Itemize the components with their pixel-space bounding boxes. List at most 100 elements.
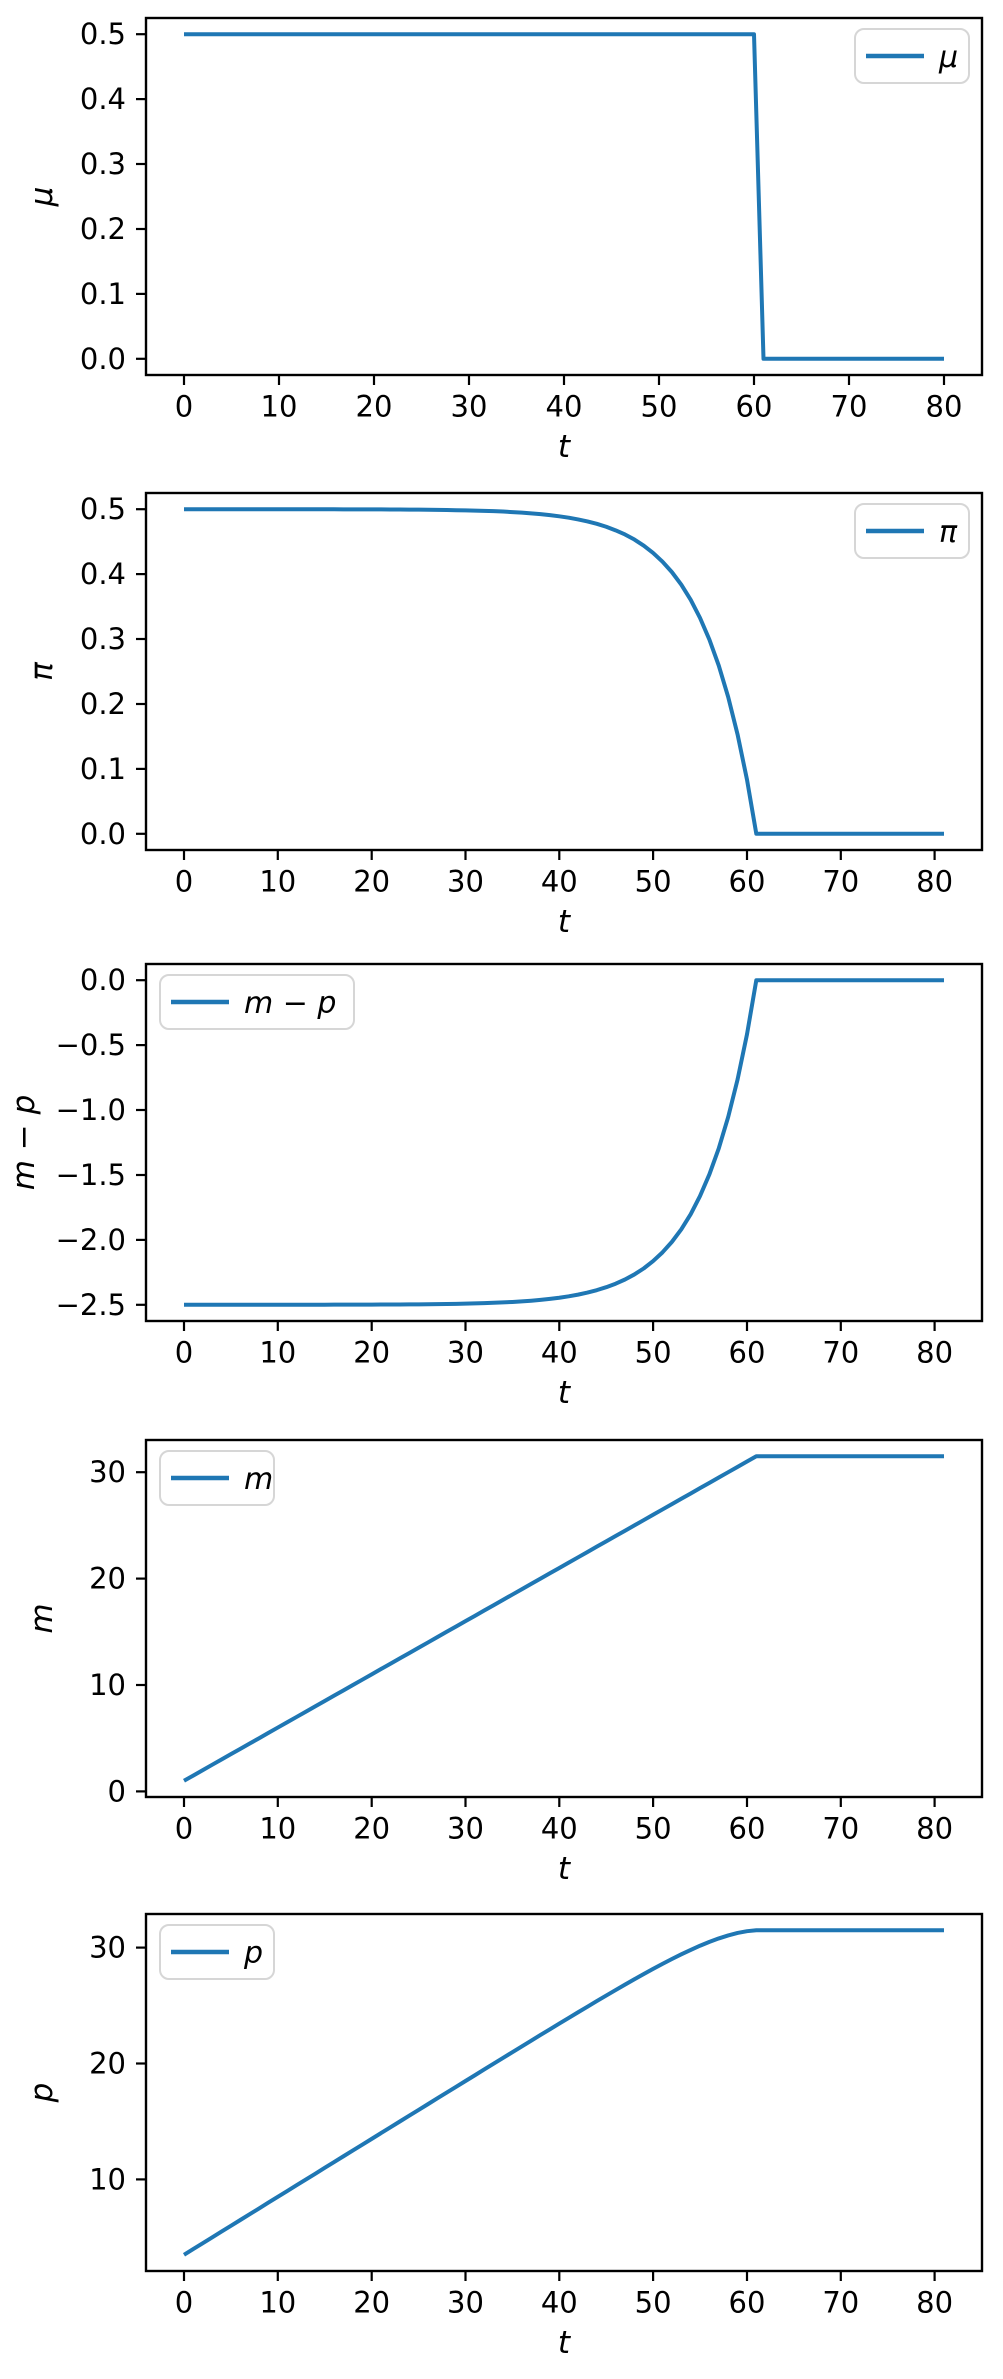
x-tick-label: 70 — [822, 1812, 859, 1846]
legend-label: m — [244, 1462, 273, 1497]
y-tick-label: 0.2 — [80, 687, 126, 721]
legend: μ — [854, 28, 970, 84]
x-axis-label: t — [558, 429, 572, 465]
x-tick-label: 30 — [447, 1336, 484, 1370]
x-tick-label: 60 — [729, 2286, 766, 2320]
x-tick-label: 50 — [635, 2286, 672, 2320]
y-tick-label: −1.0 — [56, 1093, 126, 1127]
x-tick-label: 30 — [447, 865, 484, 899]
x-tick-label: 50 — [635, 1336, 672, 1370]
x-tick-label: 80 — [916, 1336, 953, 1370]
x-tick-label: 30 — [447, 1812, 484, 1846]
y-tick-label: 0 — [108, 1774, 126, 1808]
x-tick-label: 70 — [822, 1336, 859, 1370]
x-tick-label: 60 — [729, 1812, 766, 1846]
x-tick-label: 40 — [541, 865, 578, 899]
y-tick-label: 0.3 — [80, 147, 126, 181]
x-tick-label: 20 — [353, 865, 390, 899]
x-tick-label: 10 — [261, 390, 298, 424]
chart-m_minus_p: 0 10 20 30 40 50 60 70 80 0.0 −0.5 −1.0 −1.5 −2.0 −2.5… — [6, 962, 984, 1411]
y-tick-label: 30 — [89, 1931, 126, 1965]
y-tick-label: −2.0 — [56, 1223, 126, 1257]
x-tick-label: 80 — [916, 865, 953, 899]
legend: m — [159, 1450, 275, 1506]
x-tick-label: 50 — [635, 865, 672, 899]
x-tick-label: 40 — [546, 390, 583, 424]
y-axis-label: μ — [24, 187, 60, 208]
plot-border — [144, 16, 984, 377]
y-tick-label: 20 — [89, 2047, 126, 2081]
y-tick-label: 0.2 — [80, 212, 126, 246]
x-tick-label: 70 — [822, 865, 859, 899]
y-tick-label: 0.1 — [80, 752, 126, 786]
legend-box — [159, 974, 355, 1030]
x-tick-label: 60 — [736, 390, 773, 424]
legend-label: μ — [938, 40, 958, 75]
x-tick-label: 50 — [641, 390, 678, 424]
x-tick-label: 0 — [175, 1812, 193, 1846]
y-tick-label: 0.0 — [80, 342, 126, 376]
x-tick-label: 20 — [353, 2286, 390, 2320]
x-tick-label: 70 — [822, 2286, 859, 2320]
y-axis-label: p — [24, 2083, 60, 2104]
x-tick-label: 20 — [353, 1812, 390, 1846]
x-tick-label: 70 — [831, 390, 868, 424]
x-tick-label: 10 — [259, 865, 296, 899]
legend: π — [854, 503, 970, 559]
x-tick-label: 0 — [175, 390, 193, 424]
y-tick-label: 0.5 — [80, 492, 126, 526]
data-line-p — [182, 1928, 944, 2257]
x-tick-label: 0 — [175, 2286, 193, 2320]
y-tick-label: 0.0 — [80, 817, 126, 851]
x-tick-label: 50 — [635, 1812, 672, 1846]
x-tick-label: 60 — [729, 1336, 766, 1370]
y-axis-label: m − p — [6, 1095, 42, 1191]
data-line-mu — [184, 32, 944, 361]
y-tick-label: 0.1 — [80, 277, 126, 311]
plot-border — [144, 962, 984, 1323]
data-line-m — [183, 1454, 944, 1783]
y-tick-label: 0.3 — [80, 622, 126, 656]
x-axis-label: t — [558, 1375, 572, 1411]
y-axis-label: m — [24, 1603, 60, 1633]
x-axis-label: t — [558, 904, 572, 940]
y-tick-label: −0.5 — [56, 1028, 126, 1062]
y-tick-label: 0.0 — [80, 963, 126, 997]
y-tick-label: −1.5 — [56, 1158, 126, 1192]
y-tick-label: 20 — [89, 1562, 126, 1596]
x-tick-label: 80 — [926, 390, 963, 424]
chart-pi: 0 10 20 30 40 50 60 70 80 0.0 0.1 0.2 0.3 0.4 0.5 t π π — [24, 491, 984, 940]
y-tick-label: 10 — [89, 1668, 126, 1702]
y-tick-label: 0.4 — [80, 557, 126, 591]
y-axis-label: π — [24, 661, 60, 681]
plot-border — [144, 491, 984, 852]
y-tick-label: 0.5 — [80, 17, 126, 51]
x-tick-label: 20 — [353, 1336, 390, 1370]
plot-border — [144, 1912, 984, 2273]
x-tick-label: 40 — [541, 1812, 578, 1846]
x-tick-label: 40 — [541, 1336, 578, 1370]
legend: p — [159, 1924, 275, 1980]
legend-label: p — [243, 1936, 263, 1971]
x-axis-label: t — [558, 2325, 572, 2361]
x-tick-label: 80 — [916, 2286, 953, 2320]
x-tick-label: 10 — [259, 2286, 296, 2320]
data-line-pi — [184, 507, 944, 836]
x-tick-label: 30 — [451, 390, 488, 424]
x-tick-label: 0 — [175, 1336, 193, 1370]
x-tick-label: 10 — [259, 1336, 296, 1370]
legend: m − p — [159, 974, 355, 1030]
y-tick-label: −2.5 — [56, 1288, 126, 1322]
legend-label: π — [939, 515, 958, 550]
x-tick-label: 60 — [729, 865, 766, 899]
y-tick-label: 0.4 — [80, 82, 126, 116]
y-tick-label: 30 — [89, 1455, 126, 1489]
x-tick-label: 30 — [447, 2286, 484, 2320]
legend-label: m − p — [244, 986, 336, 1021]
x-axis-label: t — [558, 1851, 572, 1887]
plot-border — [144, 1438, 984, 1799]
chart-mu: 0 10 20 30 40 50 60 70 80 0.0 0.1 0.2 0.3 0.4 0.5 t μ μ — [24, 16, 984, 465]
x-tick-label: 0 — [175, 865, 193, 899]
